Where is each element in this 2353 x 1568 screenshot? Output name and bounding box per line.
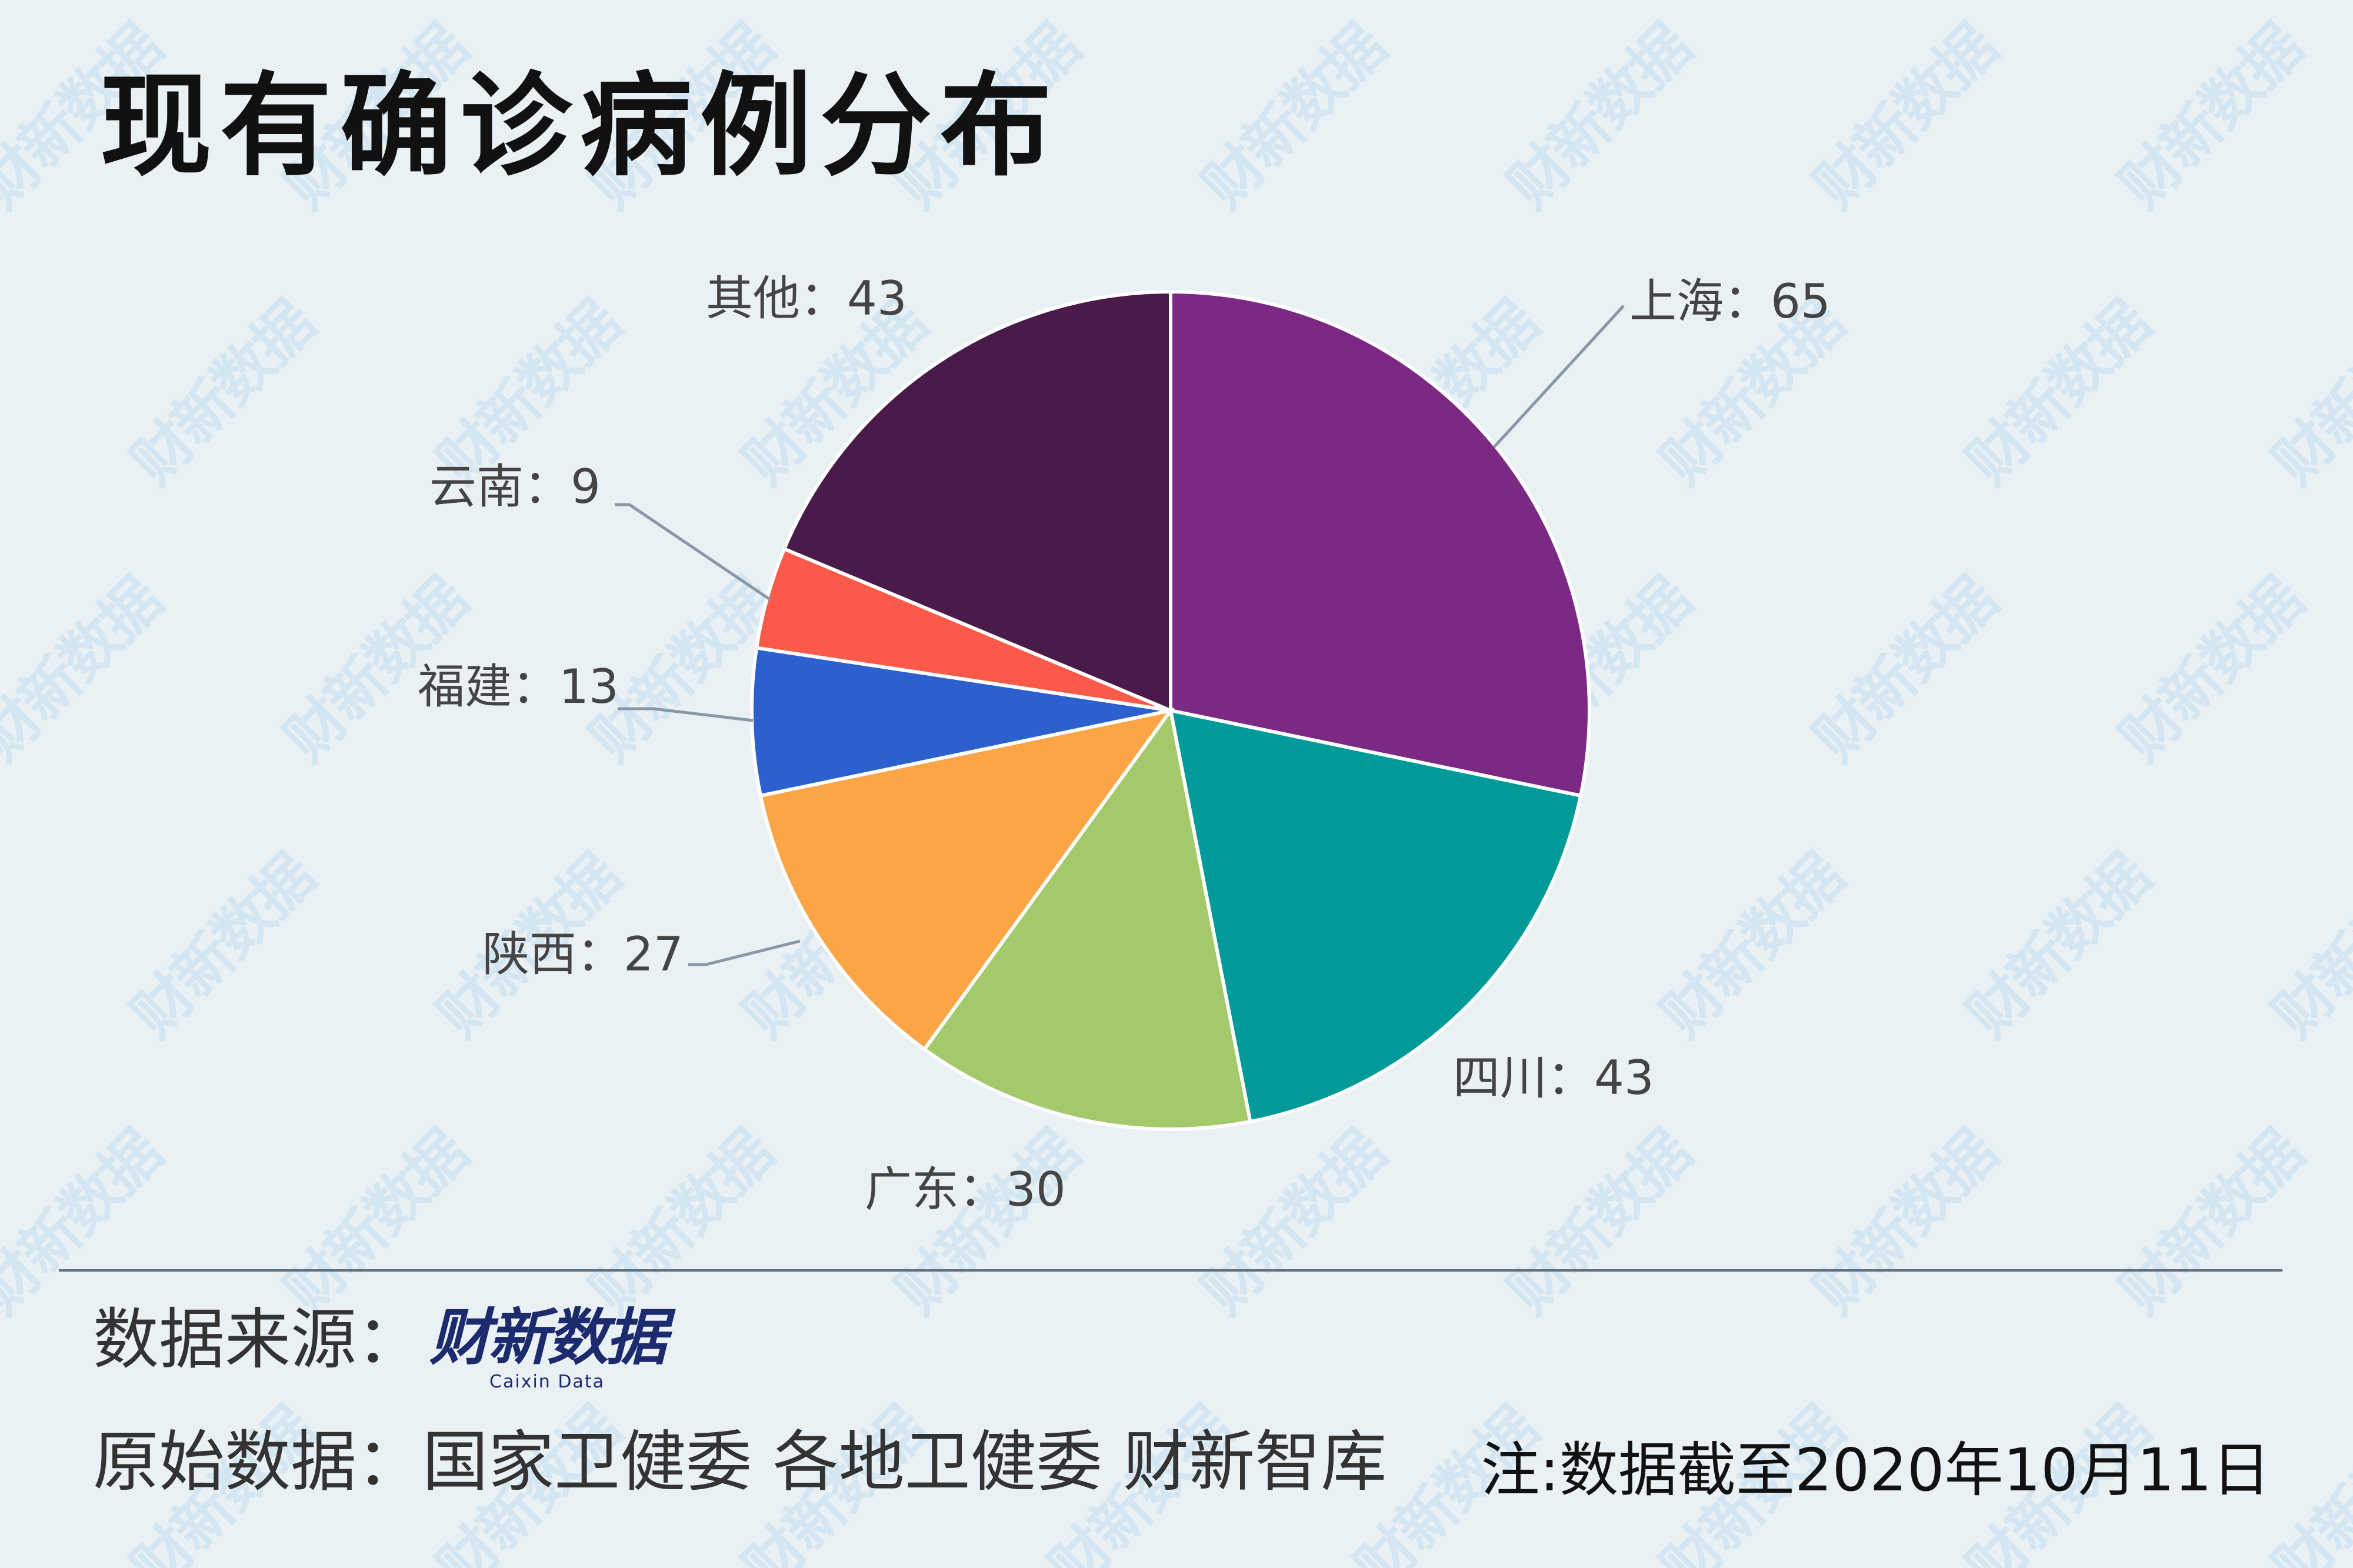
source-label: 数据来源：	[93, 1302, 422, 1378]
data-label-广东: 广东：30	[865, 1162, 1066, 1217]
data-label-上海: 上海：65	[1629, 274, 1831, 329]
leader-line-福建	[618, 707, 754, 722]
pie-slice-福建	[749, 646, 1171, 798]
origin-line: 原始数据：国家卫健委 各地卫健委 财新智库	[93, 1429, 1387, 1495]
data-label-四川: 四川：43	[1453, 1050, 1654, 1105]
caixin-data-logo: 财新数据 Caixin Data	[429, 1302, 667, 1392]
origin-value: 国家卫健委 各地卫健委 财新智库	[422, 1424, 1387, 1500]
leader-line-上海	[1493, 305, 1625, 448]
data-label-云南: 云南：9	[429, 459, 601, 514]
origin-label: 原始数据：	[93, 1424, 422, 1500]
pie-slice-四川	[1168, 708, 1583, 1124]
pie-slice-上海	[1169, 289, 1591, 798]
footer-divider	[59, 1269, 2282, 1272]
data-label-陕西: 陕西：27	[482, 927, 684, 982]
pie-slice-广东	[922, 706, 1252, 1131]
pie-slice-陕西	[758, 708, 1175, 1052]
leader-line-云南	[615, 503, 772, 602]
pie-slice-其他	[782, 289, 1172, 713]
logo-text: 财新数据	[429, 1302, 667, 1373]
leader-line-陕西	[688, 939, 801, 966]
pie-chart: 上海：65 四川：43 广东：30 陕西：27 福建：13 云南：9 其他：43	[418, 271, 1831, 1217]
logo-subtext: Caixin Data	[489, 1372, 605, 1392]
pie-slices	[749, 289, 1591, 1131]
date-note: 注:数据截至2020年10月11日	[1481, 1436, 2271, 1504]
data-label-其他: 其他：43	[706, 271, 907, 326]
page-title: 现有确诊病例分布	[100, 61, 1061, 191]
pie-labels: 上海：65 四川：43 广东：30 陕西：27 福建：13 云南：9 其他：43	[418, 271, 1831, 1217]
data-label-福建: 福建：13	[418, 659, 619, 714]
